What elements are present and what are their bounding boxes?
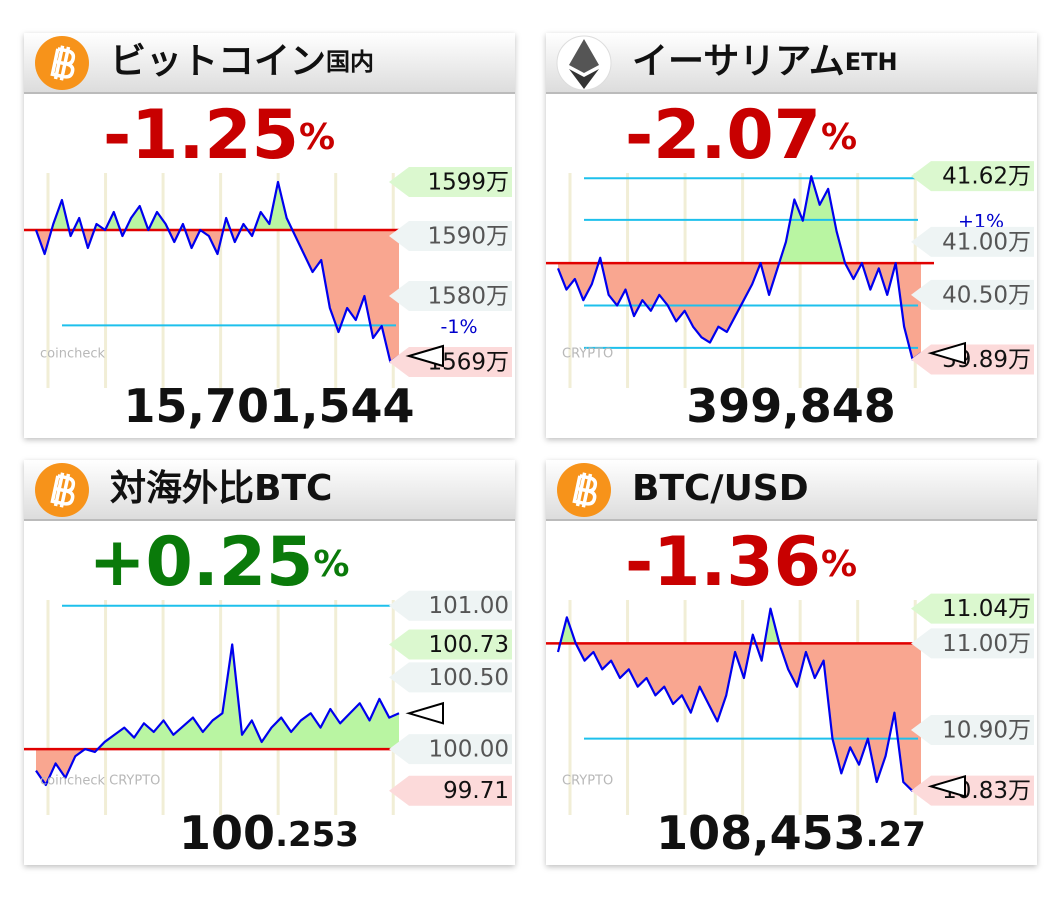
- panel-header: [546, 460, 1037, 520]
- y-tick-label: 100.00: [429, 737, 509, 763]
- change-percent: -2.07%: [625, 96, 857, 175]
- price-decimal: .253: [275, 815, 359, 855]
- tick-label-bg: [911, 715, 1034, 745]
- last-marker: [927, 774, 966, 798]
- tick-label-bg: [911, 593, 1034, 624]
- price: 100.253: [179, 806, 359, 860]
- ref-line-label: -1%: [441, 316, 478, 338]
- y-tick-label: 100.50: [429, 665, 509, 691]
- price-line: [35, 643, 400, 787]
- title-main: BTC/USD: [632, 468, 809, 509]
- area-fill: [36, 749, 399, 785]
- panel-title: 対海外比BTC: [110, 468, 332, 509]
- watermark: coincheck CRYPTO: [40, 774, 160, 789]
- y-tick-label: 101.00: [429, 593, 509, 619]
- btc-glyph: [572, 472, 598, 508]
- change-unit: %: [821, 117, 857, 158]
- price-line: [556, 607, 922, 792]
- tick-label-bg: [389, 281, 512, 311]
- ref-line-label: +1%: [958, 210, 1004, 232]
- change-percent: +0.25%: [89, 523, 350, 602]
- change-unit: %: [821, 544, 857, 585]
- panel-header: [24, 460, 515, 520]
- panel-header: [546, 33, 1037, 93]
- tick-label-bg: [389, 734, 512, 765]
- title-sub: 国内: [326, 48, 374, 76]
- y-tick-label: 40.50万: [942, 282, 1031, 308]
- price: 108,453.27: [656, 806, 926, 860]
- price: 15,701,544: [123, 379, 414, 433]
- watermark: CRYPTO: [562, 347, 613, 362]
- y-tick-label: 1580万: [427, 284, 509, 310]
- y-tick-label: 11.00万: [942, 631, 1031, 657]
- tick-label-bg: [389, 662, 512, 693]
- tick-label-bg: [389, 590, 512, 621]
- tick-label-bg: [389, 629, 512, 660]
- watermark: CRYPTO: [562, 774, 613, 789]
- title-main: ビットコイン: [110, 41, 326, 82]
- tick-label-bg: [389, 221, 512, 251]
- y-tick-label: 1599万: [427, 170, 509, 196]
- tick-label-bg: [389, 775, 512, 806]
- y-tick-label: 100.73: [429, 632, 509, 658]
- price-line: [34, 180, 400, 364]
- y-tick-label: 11.04万: [942, 596, 1031, 622]
- tick-label-bg: [389, 167, 512, 197]
- btc-glyph: [50, 45, 76, 81]
- price-main: 108,453: [656, 806, 866, 860]
- last-marker: [405, 701, 444, 725]
- y-tick-label: 1590万: [427, 224, 509, 250]
- y-tick-label: 99.71: [443, 778, 509, 804]
- price-main: 100: [179, 806, 275, 860]
- y-tick-label: 41.62万: [942, 164, 1031, 190]
- btc-glyph: [50, 472, 76, 508]
- change-value: +0.25: [89, 523, 314, 602]
- panel-title: BTC/USD: [632, 468, 809, 509]
- y-tick-label: 10.90万: [942, 718, 1031, 744]
- change-unit: %: [299, 117, 335, 158]
- change-value: -2.07: [625, 96, 821, 175]
- eth-icon-bottom: [569, 69, 599, 89]
- change-value: -1.25: [103, 96, 299, 175]
- tick-label-bg: [911, 161, 1034, 192]
- change-percent: -1.36%: [625, 523, 857, 602]
- tick-label-bg: [911, 279, 1034, 310]
- change-unit: %: [313, 544, 349, 585]
- price: 399,848: [686, 379, 896, 433]
- panel-title: イーサリアムETH: [632, 41, 898, 82]
- title-main: 対海外比BTC: [110, 468, 332, 509]
- panel-header: [24, 33, 515, 93]
- area-fill: [558, 176, 921, 264]
- last-marker: [927, 341, 966, 365]
- title-sub: ETH: [845, 48, 898, 76]
- area-fill: [558, 263, 921, 360]
- tick-label-bg: [911, 226, 1034, 257]
- eth-icon-top: [569, 39, 599, 73]
- last-marker: [405, 344, 444, 368]
- tick-label-bg: [911, 628, 1034, 659]
- price-main: 15,701,544: [123, 379, 414, 433]
- title-main: イーサリアム: [632, 41, 845, 82]
- change-percent: -1.25%: [103, 96, 335, 175]
- panel-title: ビットコイン国内: [110, 41, 374, 82]
- y-tick-label: 41.00万: [942, 229, 1031, 255]
- price-line: [556, 175, 922, 361]
- price-decimal: .27: [866, 815, 926, 855]
- change-value: -1.36: [625, 523, 821, 602]
- price-main: 399,848: [686, 379, 896, 433]
- watermark: coincheck: [40, 347, 105, 362]
